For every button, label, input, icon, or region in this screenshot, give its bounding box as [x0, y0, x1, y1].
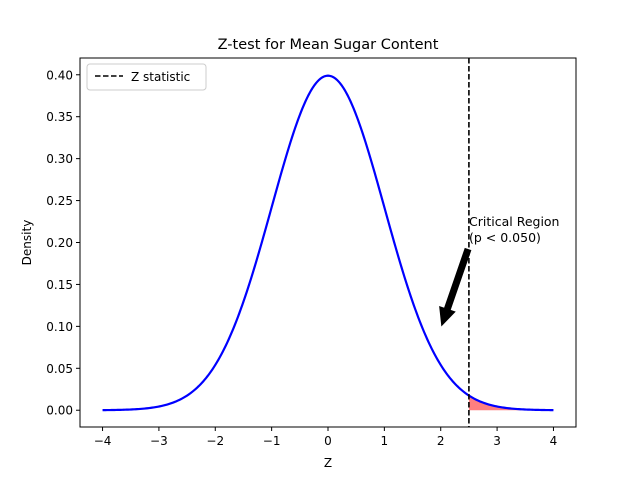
plot-area	[102, 58, 554, 427]
y-tick-label: 0.20	[46, 236, 73, 250]
chart-title: Z-test for Mean Sugar Content	[218, 37, 439, 53]
legend-box	[86, 63, 207, 91]
x-tick-label: −3	[150, 434, 168, 448]
x-tick-label: 4	[550, 434, 558, 448]
x-axis-label: Z	[324, 456, 332, 470]
x-tick-label: 0	[324, 434, 332, 448]
y-tick-label: 0.15	[46, 278, 73, 292]
y-tick-label: 0.25	[46, 194, 73, 208]
annotation-arrow	[439, 247, 472, 327]
y-tick-label: 0.00	[46, 404, 73, 418]
x-tick-label: −1	[263, 434, 281, 448]
density-curve	[102, 74, 554, 412]
x-tick-label: 1	[381, 434, 389, 448]
x-tick-label: −2	[206, 434, 224, 448]
y-tick-label: 0.10	[46, 320, 73, 334]
y-axis-label: Density	[20, 220, 34, 266]
y-tick-label: 0.35	[46, 110, 73, 124]
y-tick-label: 0.30	[46, 152, 73, 166]
legend-label-z-statistic: Z statistic	[131, 70, 190, 84]
x-tick-label: 2	[437, 434, 445, 448]
critical-region-shade	[468, 395, 554, 411]
legend: Z statistic	[86, 63, 207, 91]
x-tick-label: −4	[94, 434, 112, 448]
y-axis: 0.00 0.05 0.10 0.15 0.20 0.25 0.30 0.35 0.40	[46, 68, 80, 418]
y-tick-label: 0.40	[46, 68, 73, 82]
y-tick-label: 0.05	[46, 362, 73, 376]
x-tick-label: 3	[493, 434, 501, 448]
annotation-line-1: Critical Region	[469, 214, 560, 229]
x-axis: −4 −3 −2 −1 0 1 2 3 4	[94, 427, 558, 448]
annotation-line-2: (p < 0.050)	[469, 230, 541, 245]
critical-region-annotation: Critical Region (p < 0.050)	[439, 214, 560, 327]
